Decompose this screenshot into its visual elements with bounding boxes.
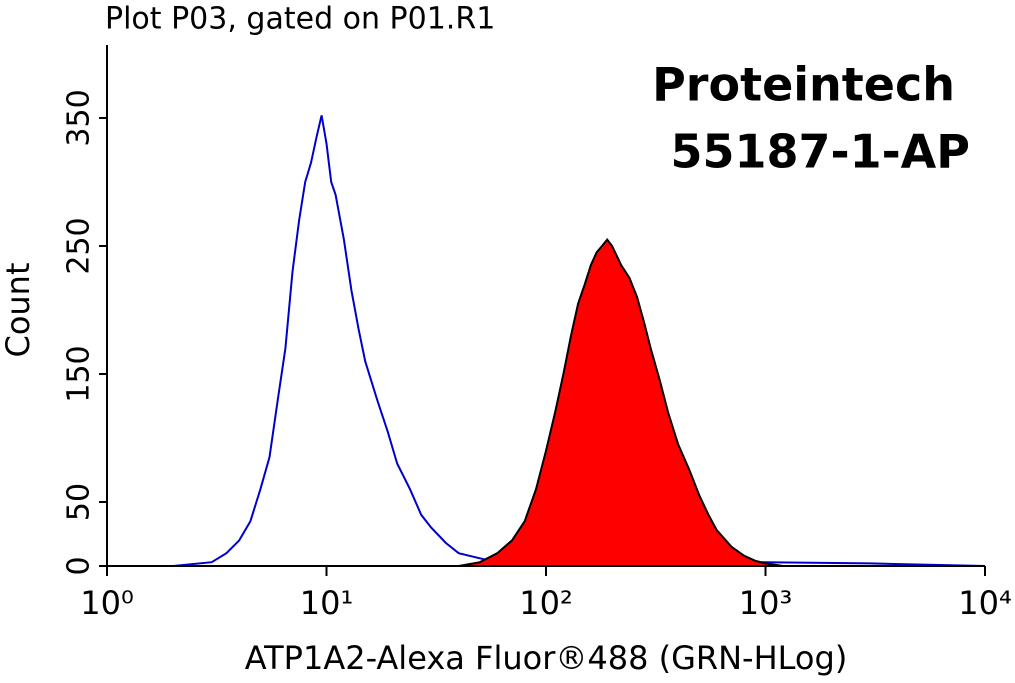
y-tick-label: 50 (62, 483, 97, 521)
x-axis-label: ATP1A2-Alexa Fluor®488 (GRN-HLog) (245, 639, 848, 677)
y-tick-label: 150 (62, 345, 97, 402)
x-tick-label: 10¹ (300, 584, 354, 622)
x-tick-label: 10² (519, 584, 573, 622)
x-tick-label: 10⁴ (958, 584, 1012, 622)
y-tick-label: 350 (62, 89, 97, 146)
y-tick-label: 0 (62, 556, 97, 575)
annotation: Proteintech (652, 58, 955, 112)
chart-title: Plot P03, gated on P01.R1 (105, 2, 495, 37)
x-tick-label: 10³ (739, 584, 793, 622)
annotation: 55187-1-AP (670, 125, 970, 179)
y-axis-label: Count (0, 262, 37, 357)
y-tick-label: 250 (62, 217, 97, 274)
histogram-area (458, 237, 784, 567)
x-tick-label: 10⁰ (80, 584, 134, 622)
